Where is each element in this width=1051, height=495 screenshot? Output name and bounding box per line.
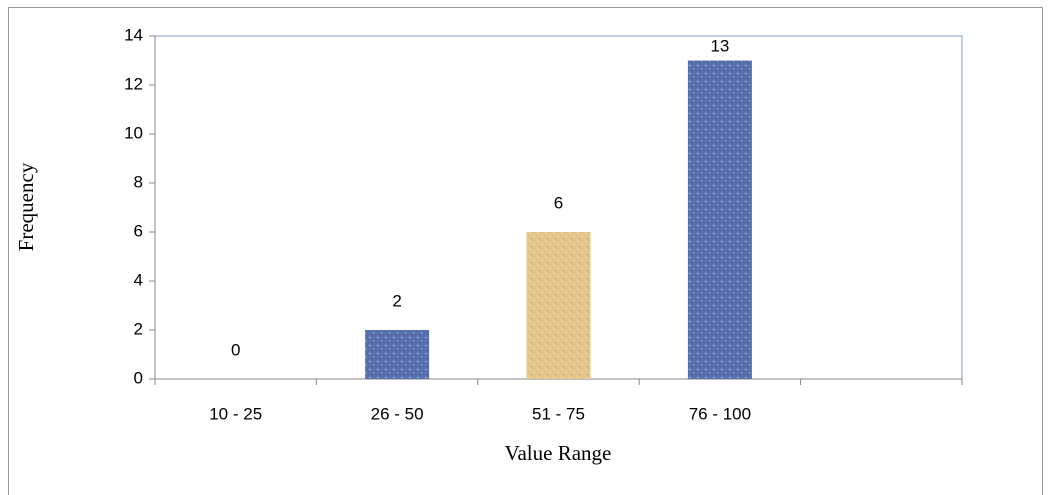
x-axis-title: Value Range [505, 441, 612, 465]
data-label: 13 [710, 36, 729, 55]
data-label: 2 [392, 291, 401, 310]
y-tick-label: 8 [134, 172, 143, 191]
y-tick-label: 2 [134, 319, 143, 338]
y-tick-label: 6 [134, 221, 143, 240]
data-label: 6 [554, 193, 563, 212]
x-tick-label: 76 - 100 [689, 404, 751, 423]
data-label: 0 [231, 340, 240, 359]
y-tick-label: 4 [134, 270, 143, 289]
x-tick-label: 10 - 25 [209, 404, 262, 423]
y-axis-title: Frequency [14, 162, 38, 251]
y-tick-label: 10 [124, 123, 143, 142]
y-tick-label: 14 [124, 25, 143, 44]
y-tick-label: 0 [134, 368, 143, 387]
chart-border [8, 7, 1043, 495]
bar [365, 330, 430, 379]
bar [526, 232, 591, 379]
bar [687, 60, 752, 379]
x-tick-label: 51 - 75 [532, 404, 585, 423]
x-tick-label: 26 - 50 [371, 404, 424, 423]
y-tick-label: 12 [124, 74, 143, 93]
